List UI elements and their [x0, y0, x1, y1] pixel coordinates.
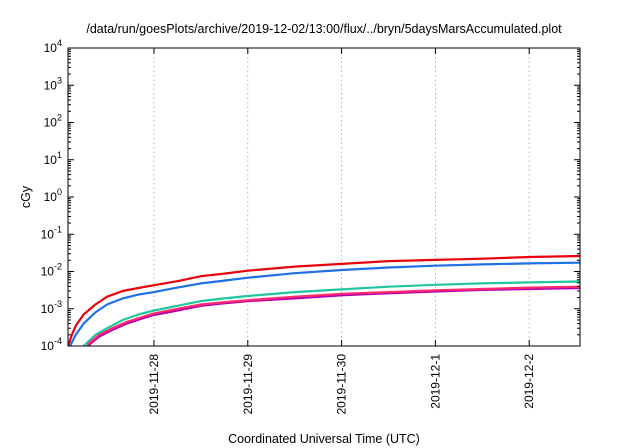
- y-axis-title: cGy: [19, 185, 33, 208]
- x-tick-label: 2019-12-2: [522, 354, 536, 409]
- grid: [153, 48, 530, 346]
- x-tick-label: 2019-11-30: [335, 354, 349, 415]
- plot-frame: [67, 47, 581, 347]
- y-tick-label: 10-1: [41, 224, 62, 241]
- series-line-3: [82, 280, 580, 346]
- x-tick-label: 2019-11-29: [241, 354, 255, 415]
- y-tick-label: 10-2: [41, 262, 62, 279]
- y-tick-label: 100: [44, 187, 62, 204]
- series-line-5: [86, 285, 580, 346]
- x-tick-labels: 2019-11-28 2019-11-29 2019-11-30 2019-12-1 2…: [147, 354, 536, 415]
- axis-ticks: [68, 47, 580, 347]
- x-tick-label: 2019-11-28: [147, 354, 161, 415]
- series-line-1: [68, 254, 580, 346]
- y-tick-label: 103: [44, 75, 62, 92]
- series-line-2: [69, 261, 580, 346]
- x-tick-label: 2019-12-1: [428, 354, 442, 409]
- y-tick-label: 10-3: [41, 299, 62, 316]
- series-line-4: [86, 286, 580, 346]
- x-axis-title: Coordinated Universal Time (UTC): [228, 432, 420, 446]
- chart-title: /data/run/goesPlots/archive/2019-12-02/1…: [86, 22, 562, 36]
- y-tick-label: 10-4: [41, 336, 62, 353]
- series-layer: [68, 254, 580, 346]
- y-tick-label: 104: [44, 38, 62, 55]
- y-tick-labels: 10-4 10-3 10-2 10-1 100 101 102 103 104: [41, 38, 62, 353]
- y-tick-label: 102: [44, 113, 62, 130]
- y-tick-label: 101: [44, 150, 62, 167]
